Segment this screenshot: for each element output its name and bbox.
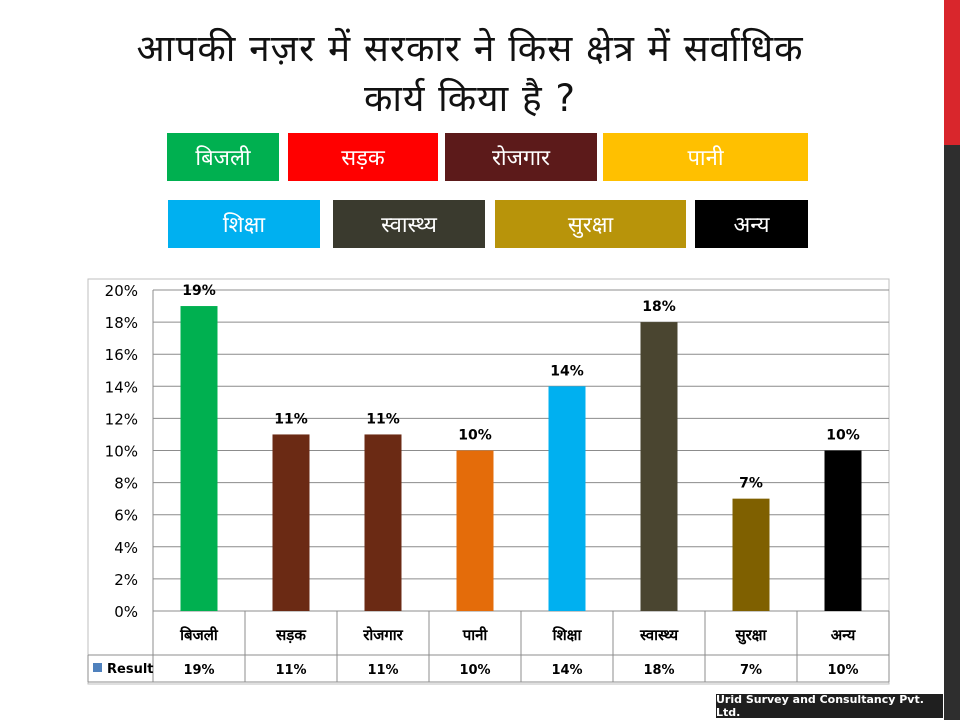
legend-item: बिजली [167, 133, 279, 181]
data-label: 14% [550, 363, 584, 379]
y-tick-label: 12% [105, 410, 138, 428]
y-tick-label: 4% [114, 539, 138, 557]
title-line-2: कार्य किया है ? [363, 77, 577, 120]
x-category-label: स्वास्थ्य [639, 626, 679, 644]
legend-item: सड़क [288, 133, 438, 181]
table-value: 14% [551, 663, 582, 678]
data-label: 18% [642, 299, 676, 315]
bar [272, 434, 310, 611]
title-line-1: आपकी नज़र में सरकार ने किस क्षेत्र में स… [136, 27, 804, 70]
legend-item: पानी [603, 133, 808, 181]
y-tick-label: 2% [114, 571, 138, 589]
y-tick-label: 8% [114, 475, 138, 493]
bar [456, 450, 494, 611]
legend-item: अन्य [695, 200, 808, 248]
data-label: 19% [182, 283, 216, 299]
y-tick-label: 6% [114, 507, 138, 525]
x-category-label: रोजगार [362, 626, 403, 644]
table-value: 19% [183, 663, 214, 678]
series-key [93, 663, 102, 672]
y-tick-label: 10% [105, 443, 138, 461]
data-label: 11% [274, 411, 308, 427]
table-value: 10% [459, 663, 490, 678]
side-accent-bar [944, 0, 960, 720]
bar [824, 450, 862, 611]
legend-item: सुरक्षा [495, 200, 686, 248]
data-label: 7% [739, 476, 763, 492]
y-tick-label: 14% [105, 378, 138, 396]
data-label: 10% [826, 428, 860, 444]
table-value: 7% [740, 663, 762, 678]
legend-item: शिक्षा [168, 200, 320, 248]
table-value: 11% [275, 663, 306, 678]
x-category-label: सुरक्षा [735, 626, 768, 645]
x-category-label: पानी [462, 626, 489, 644]
data-label: 11% [366, 411, 400, 427]
series-name: Result [107, 662, 154, 677]
legend-item: रोजगार [445, 133, 597, 181]
side-accent-red [944, 0, 960, 145]
slide-title: आपकी नज़र में सरकार ने किस क्षेत्र में स… [20, 24, 920, 124]
y-tick-label: 0% [114, 603, 138, 621]
x-category-label: बिजली [179, 626, 219, 644]
y-tick-label: 18% [105, 314, 138, 332]
x-category-label: अन्य [831, 626, 857, 644]
table-value: 11% [367, 663, 398, 678]
bar [180, 306, 218, 611]
y-tick-label: 16% [105, 346, 138, 364]
x-category-label: शिक्षा [552, 626, 583, 644]
bar [548, 386, 586, 611]
x-category-label: सड़क [275, 626, 307, 644]
chart-frame [87, 278, 890, 685]
table-value: 18% [643, 663, 674, 678]
data-label: 10% [458, 428, 492, 444]
footer-credit: Urid Survey and Consultancy Pvt. Ltd. [716, 693, 943, 719]
legend-item: स्वास्थ्य [333, 200, 485, 248]
bar [640, 322, 678, 611]
bar [732, 498, 770, 611]
y-tick-label: 20% [105, 282, 138, 300]
bar [364, 434, 402, 611]
table-value: 10% [827, 663, 858, 678]
